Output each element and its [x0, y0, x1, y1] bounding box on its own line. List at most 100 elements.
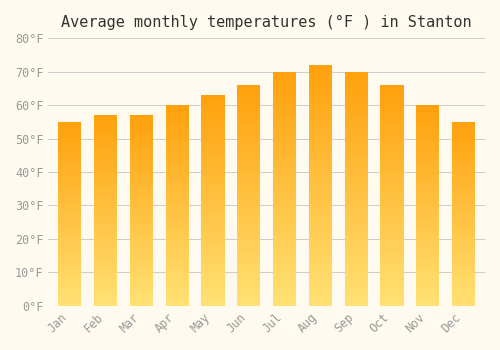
Bar — [452, 281, 475, 284]
Bar — [308, 250, 332, 254]
Bar — [130, 188, 153, 191]
Bar — [416, 225, 440, 229]
Bar — [308, 189, 332, 194]
Bar — [130, 255, 153, 258]
Bar — [344, 72, 368, 76]
Bar — [308, 266, 332, 270]
Bar — [344, 87, 368, 91]
Bar — [273, 165, 296, 169]
Bar — [273, 146, 296, 150]
Bar — [452, 146, 475, 149]
Bar — [344, 142, 368, 146]
Bar — [202, 106, 224, 109]
Bar — [166, 293, 189, 296]
Bar — [94, 239, 118, 242]
Bar — [130, 160, 153, 163]
Bar — [452, 275, 475, 278]
Bar — [273, 212, 296, 216]
Bar — [130, 156, 153, 160]
Bar — [202, 201, 224, 204]
Bar — [202, 123, 224, 127]
Bar — [273, 193, 296, 196]
Bar — [166, 175, 189, 178]
Bar — [380, 188, 404, 192]
Bar — [344, 79, 368, 83]
Bar — [166, 252, 189, 256]
Bar — [416, 112, 440, 115]
Bar — [58, 165, 82, 168]
Bar — [94, 150, 118, 153]
Bar — [130, 125, 153, 128]
Bar — [344, 196, 368, 201]
Bar — [308, 194, 332, 197]
Bar — [237, 96, 260, 100]
Bar — [202, 165, 224, 169]
Bar — [237, 144, 260, 148]
Bar — [308, 129, 332, 133]
Bar — [344, 243, 368, 247]
Bar — [380, 151, 404, 155]
Bar — [58, 211, 82, 214]
Bar — [273, 126, 296, 130]
Bar — [94, 255, 118, 258]
Bar — [380, 280, 404, 284]
Bar — [58, 260, 82, 263]
Bar — [452, 211, 475, 214]
Bar — [344, 239, 368, 243]
Bar — [130, 140, 153, 144]
Bar — [416, 293, 440, 296]
Bar — [273, 279, 296, 282]
Bar — [237, 291, 260, 295]
Bar — [273, 185, 296, 189]
Bar — [130, 131, 153, 134]
Bar — [130, 115, 153, 118]
Bar — [452, 297, 475, 300]
Bar — [416, 289, 440, 293]
Bar — [130, 287, 153, 290]
Bar — [94, 156, 118, 160]
Bar — [452, 232, 475, 235]
Bar — [94, 277, 118, 280]
Bar — [308, 238, 332, 241]
Bar — [344, 247, 368, 251]
Bar — [452, 284, 475, 287]
Bar — [273, 247, 296, 251]
Bar — [344, 224, 368, 228]
Bar — [202, 285, 224, 288]
Bar — [237, 287, 260, 291]
Bar — [58, 177, 82, 180]
Bar — [308, 258, 332, 262]
Bar — [380, 210, 404, 214]
Bar — [308, 197, 332, 202]
Bar — [94, 204, 118, 207]
Bar — [452, 162, 475, 165]
Bar — [202, 250, 224, 253]
Bar — [58, 303, 82, 306]
Bar — [273, 103, 296, 107]
Bar — [58, 275, 82, 278]
Bar — [202, 151, 224, 155]
Bar — [130, 290, 153, 293]
Bar — [308, 141, 332, 145]
Bar — [237, 299, 260, 302]
Bar — [166, 216, 189, 219]
Bar — [308, 117, 332, 121]
Bar — [166, 276, 189, 279]
Bar — [452, 300, 475, 303]
Bar — [166, 272, 189, 276]
Bar — [416, 115, 440, 118]
Bar — [380, 247, 404, 251]
Bar — [202, 155, 224, 158]
Bar — [273, 76, 296, 79]
Bar — [308, 186, 332, 189]
Bar — [452, 208, 475, 211]
Bar — [416, 189, 440, 192]
Bar — [237, 265, 260, 269]
Bar — [166, 128, 189, 132]
Bar — [273, 216, 296, 220]
Bar — [308, 165, 332, 169]
Bar — [130, 121, 153, 125]
Bar — [273, 111, 296, 114]
Bar — [94, 245, 118, 248]
Bar — [273, 220, 296, 224]
